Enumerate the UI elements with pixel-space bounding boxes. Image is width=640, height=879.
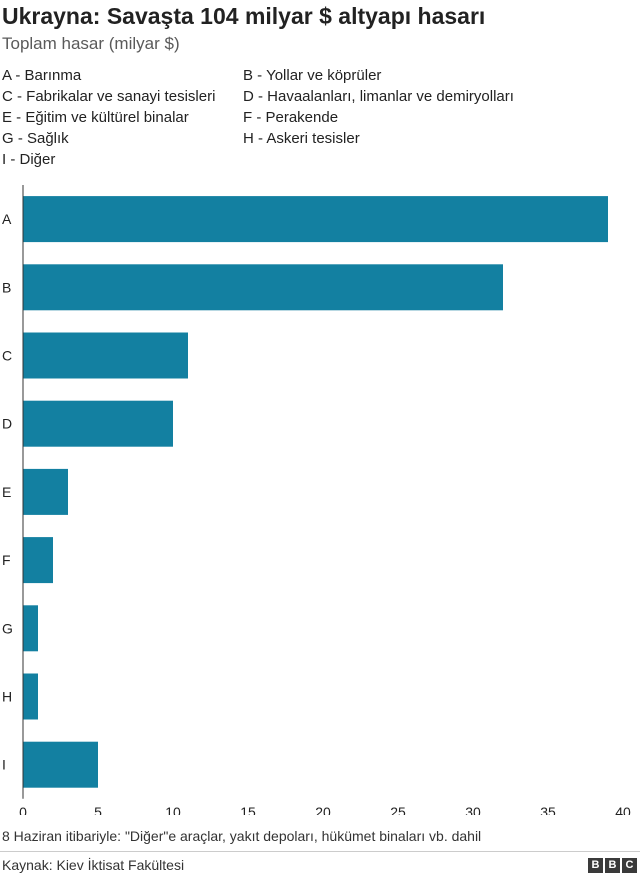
bbc-logo-letter: B bbox=[605, 858, 620, 873]
category-label-a: A bbox=[2, 211, 12, 227]
category-label-f: F bbox=[2, 552, 11, 568]
legend-item-b: B - Yollar ve köprüler bbox=[243, 67, 382, 84]
x-tick-label: 35 bbox=[540, 804, 556, 815]
x-tick-label: 30 bbox=[465, 804, 481, 815]
legend-item-a: A - Barınma bbox=[2, 67, 82, 84]
chart-subtitle: Toplam hasar (milyar $) bbox=[2, 34, 180, 53]
category-label-i: I bbox=[2, 757, 6, 773]
bar-a bbox=[23, 196, 608, 243]
bar-c bbox=[23, 332, 188, 379]
category-label-c: C bbox=[2, 348, 12, 364]
legend-item-c: C - Fabrikalar ve sanayi tesisleri bbox=[2, 88, 216, 105]
bar-i bbox=[23, 741, 98, 788]
x-tick-label: 0 bbox=[19, 804, 27, 815]
bar-b bbox=[23, 264, 503, 311]
bbc-logo-letter: C bbox=[622, 858, 637, 873]
source-credit: Kaynak: Kiev İktisat Fakültesi bbox=[2, 857, 185, 873]
bar-e bbox=[23, 468, 68, 515]
bbc-logo: B B C bbox=[588, 858, 637, 873]
x-tick-label: 10 bbox=[165, 804, 181, 815]
legend-item-f: F - Perakende bbox=[243, 109, 339, 126]
legend-item-i: I - Diğer bbox=[2, 151, 56, 168]
bbc-logo-letter: B bbox=[588, 858, 603, 873]
bar-f bbox=[23, 537, 53, 584]
x-tick-label: 20 bbox=[315, 804, 331, 815]
x-tick-label: 25 bbox=[390, 804, 406, 815]
category-label-g: G bbox=[2, 620, 13, 636]
bar-g bbox=[23, 605, 38, 652]
legend-item-d: D - Havaalanları, limanlar ve demiryolla… bbox=[243, 88, 514, 105]
chart-title: Ukrayna: Savaşta 104 milyar $ altyapı ha… bbox=[2, 3, 486, 29]
bar-d bbox=[23, 400, 173, 447]
bar-chart: A B C D E F G H I 0 5 10 15 20 25 30 35 40 bbox=[2, 185, 631, 815]
bar-h bbox=[23, 673, 38, 720]
x-tick-label: 5 bbox=[94, 804, 102, 815]
footer-divider bbox=[0, 851, 640, 852]
category-label-d: D bbox=[2, 416, 12, 432]
x-tick-label: 40 bbox=[615, 804, 631, 815]
category-label-b: B bbox=[2, 279, 11, 295]
category-label-e: E bbox=[2, 484, 11, 500]
legend-item-g: G - Sağlık bbox=[2, 130, 69, 147]
category-label-h: H bbox=[2, 689, 12, 705]
x-tick-label: 15 bbox=[240, 804, 256, 815]
chart-footnote: 8 Haziran itibariyle: "Diğer"e araçlar, … bbox=[2, 828, 482, 844]
legend-item-e: E - Eğitim ve kültürel binalar bbox=[2, 109, 189, 126]
legend-item-h: H - Askeri tesisler bbox=[243, 130, 360, 147]
